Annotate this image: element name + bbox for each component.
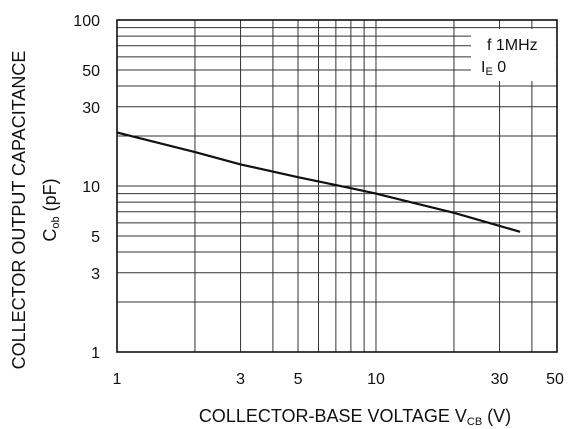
grid-lines [116,19,558,353]
x-tick-label: 5 [294,371,303,388]
legend-frequency: f 1MHz [487,37,538,54]
series-layer [116,131,521,233]
legend: f 1MHz IE 0 [471,29,556,81]
x-tick-label: 30 [491,371,509,388]
x-axis-title: COLLECTOR-BASE VOLTAGE VCB (V) [199,406,511,428]
y-axis-title-line1: COLLECTOR OUTPUT CAPACITANCE [9,51,29,370]
plot-frame [116,19,558,353]
y-tick-label: 30 [82,100,100,117]
y-tick-label: 10 [82,179,100,196]
y-tick-label: 5 [91,229,100,246]
y-tick-label: 1 [91,345,100,362]
y-tick-label: 3 [91,266,100,283]
x-tick-label: 50 [546,371,564,388]
legend-emitter-current: IE 0 [481,59,506,78]
x-tick-label: 3 [236,371,245,388]
y-tick-label: 50 [82,63,100,80]
legend-background [471,29,556,81]
x-tick-label: 10 [367,371,385,388]
y-axis-title-line2: Cob (pF) [40,178,62,241]
capacitance-curve [116,131,521,233]
x-tick-label: 1 [113,371,122,388]
tick-labels: 1 3 5 10 30 50 1 3 5 10 30 50 100 [73,13,564,388]
y-tick-label: 100 [73,13,100,30]
